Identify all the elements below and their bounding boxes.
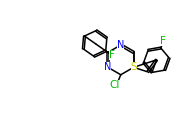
Text: N: N [117,40,124,50]
Text: S: S [131,62,137,72]
Text: Cl: Cl [109,80,120,90]
Text: F: F [109,50,115,60]
Text: F: F [160,36,166,46]
Text: N: N [104,62,111,72]
